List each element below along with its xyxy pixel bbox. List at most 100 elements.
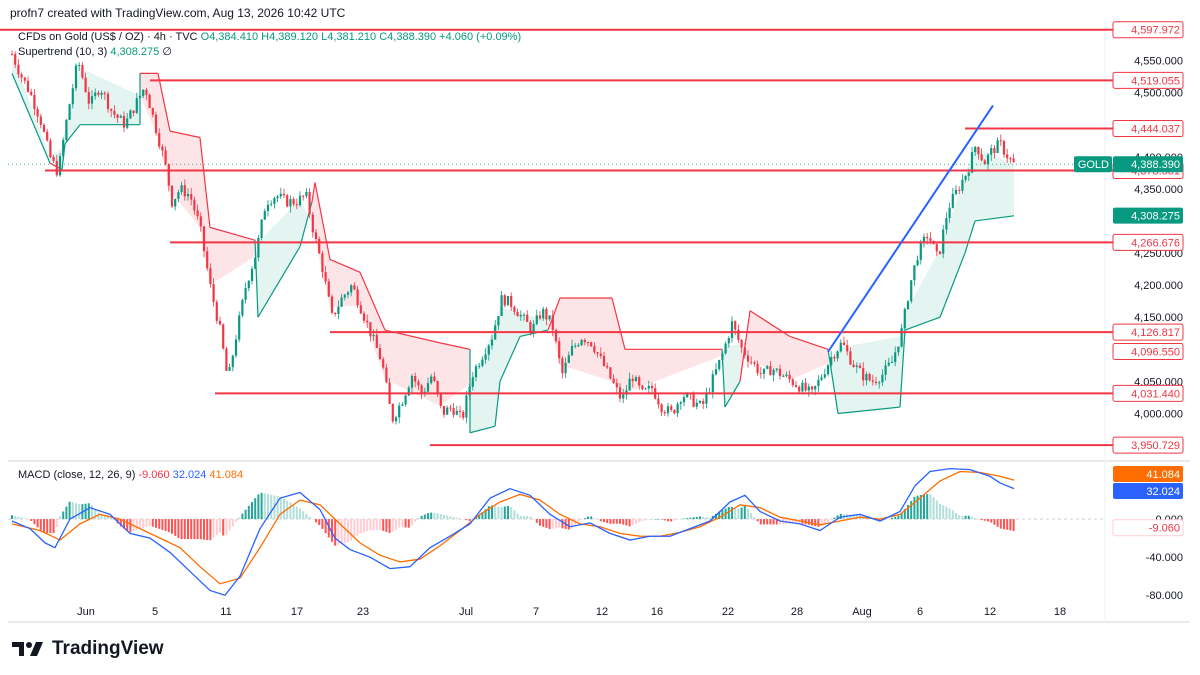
macd-histogram-bar — [660, 519, 663, 520]
supertrend-line — [974, 215, 1015, 222]
candle-body — [132, 110, 135, 113]
macd-histogram-bar — [619, 519, 621, 524]
candle-body — [436, 380, 439, 394]
macd-histogram-bar — [167, 519, 170, 533]
macd-histogram-bar — [849, 514, 852, 520]
level-label-bg — [1113, 385, 1183, 402]
supertrend-line — [64, 124, 81, 145]
level-label-bg — [1113, 21, 1183, 38]
macd-histogram-bar — [433, 513, 436, 520]
macd-histogram-bar — [657, 519, 660, 520]
macd-histogram-bar — [436, 513, 439, 520]
macd-histogram-bar — [71, 502, 74, 520]
macd-histogram-bar — [478, 514, 481, 520]
macd-histogram-bar — [567, 519, 570, 530]
macd-histogram-bar — [708, 517, 711, 520]
candle-body — [414, 375, 417, 382]
candle-body — [215, 301, 218, 321]
time-tick-label: Jun — [77, 606, 95, 618]
candle-body — [161, 146, 164, 151]
candle-body — [174, 198, 177, 207]
supertrend-line — [439, 342, 471, 350]
candle-body — [78, 65, 81, 67]
macd-histogram-bar — [334, 519, 337, 546]
macd-histogram-bar — [766, 519, 769, 525]
candle-body — [378, 347, 382, 360]
time-tick-label: 5 — [152, 606, 158, 618]
macd-histogram-bar — [1012, 519, 1015, 532]
symbol-legend[interactable]: CFDs on Gold (US$ / OZ) · 4h · TVC O4,38… — [18, 31, 521, 43]
macd-histogram-bar — [542, 519, 545, 527]
macd-histogram-bar — [62, 511, 65, 520]
candle-body — [231, 355, 234, 368]
candle-body — [84, 77, 87, 93]
macd-histogram-bar — [401, 519, 404, 528]
supertrend-legend[interactable]: Supertrend (10, 3) 4,308.275 ∅ — [18, 45, 172, 58]
candle-body — [487, 345, 490, 355]
candle-body — [343, 294, 346, 298]
macd-histogram-bar — [375, 519, 378, 530]
candle-body — [839, 342, 842, 352]
macd-histogram-bar — [439, 513, 442, 520]
level-label-bg — [1113, 324, 1183, 341]
macd-histogram-bar — [295, 506, 298, 520]
macd-histogram-bar — [753, 517, 756, 520]
time-tick-label: 16 — [651, 606, 663, 618]
macd-histogram-bar — [692, 517, 695, 520]
candle-body — [1006, 154, 1009, 159]
macd-histogram-bar — [529, 516, 532, 520]
candle-body — [852, 364, 855, 367]
candle-body — [753, 362, 756, 364]
candle-body — [740, 340, 743, 348]
candle-body — [270, 203, 273, 205]
macd-histogram-bar — [27, 519, 29, 520]
macd-line — [11, 468, 1015, 596]
candle-body — [359, 305, 362, 314]
macd-histogram-bar — [647, 519, 650, 520]
macd-histogram-bar — [353, 519, 356, 539]
candle-body — [225, 348, 228, 371]
macd-histogram-bar — [967, 515, 970, 520]
macd-legend[interactable]: MACD (close, 12, 26, 9) -9.060 32.024 41… — [18, 469, 243, 481]
candle-body — [30, 91, 33, 95]
macd-histogram-bar — [199, 519, 202, 540]
candle-body — [670, 406, 673, 410]
candle-body — [858, 365, 862, 369]
macd-histogram-bar — [551, 519, 554, 529]
macd-histogram-bar — [145, 519, 148, 527]
macd-signal-badge-bg — [1113, 466, 1183, 482]
macd-histogram-bar — [385, 519, 388, 532]
macd-histogram-bar — [961, 515, 964, 520]
candle-body — [583, 339, 586, 343]
candle-body — [817, 379, 820, 387]
level-label: 4,597.972 — [1131, 25, 1180, 37]
macd-tick-label: -40.000 — [1146, 552, 1183, 564]
candle-body — [871, 380, 874, 382]
candle-body — [81, 65, 84, 78]
candle-body — [49, 140, 52, 158]
candle-body — [570, 345, 574, 356]
candle-body — [545, 308, 548, 320]
macd-histogram-bar — [737, 508, 740, 520]
candle-body — [372, 334, 375, 337]
candle-body — [506, 296, 510, 306]
candle-body — [983, 160, 986, 165]
level-label-bg — [1113, 72, 1183, 89]
macd-histogram-bar — [644, 519, 647, 521]
macd-histogram-bar — [55, 519, 58, 528]
candle-body — [926, 236, 929, 239]
candle-body — [103, 92, 106, 94]
candle-body — [298, 195, 302, 206]
macd-histogram-bar — [887, 518, 890, 520]
candle-body — [206, 251, 209, 269]
macd-histogram-bar — [699, 516, 701, 520]
macd-histogram-bar — [987, 519, 989, 522]
candle-body — [807, 386, 810, 391]
macd-histogram-bar — [382, 519, 385, 531]
candle-body — [766, 366, 769, 369]
candle-body — [135, 98, 138, 113]
candle-body — [874, 381, 878, 383]
time-tick-label: 12 — [596, 606, 608, 618]
candle-body — [321, 253, 324, 273]
